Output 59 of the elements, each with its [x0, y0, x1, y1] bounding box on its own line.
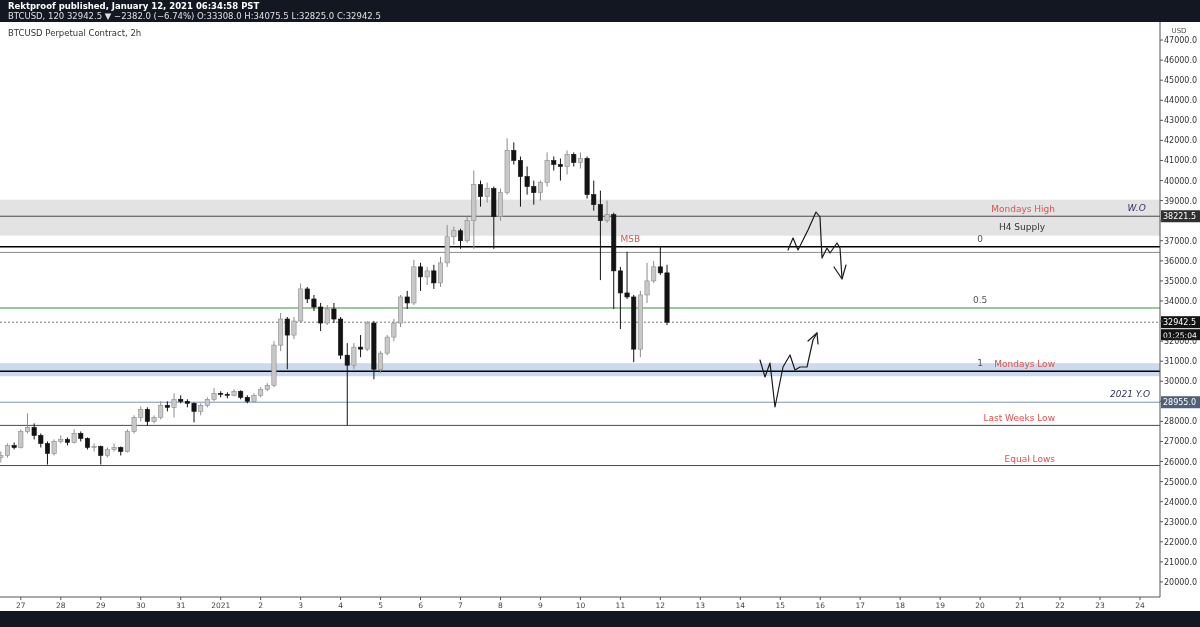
candlestick	[358, 334, 364, 358]
annotation: 0	[977, 233, 984, 244]
annotation: 28955.0	[1163, 398, 1197, 408]
y-tick-label: 42000.0	[1164, 136, 1198, 146]
annotation: W.O	[1127, 203, 1146, 214]
candlestick	[418, 262, 423, 292]
y-tick-label: 45000.0	[1164, 76, 1198, 86]
candlestick	[98, 444, 104, 466]
annotation: 1	[977, 358, 983, 369]
candlestick	[604, 200, 610, 224]
candlestick	[458, 228, 463, 250]
y-tick-label: 44000.0	[1164, 96, 1198, 106]
ref-line-label: Last Weeks Low	[983, 413, 1055, 424]
candlestick	[351, 342, 357, 370]
y-tick-label: 25000.0	[1164, 477, 1198, 487]
candlestick	[144, 406, 150, 426]
y-tick-label: 31000.0	[1164, 357, 1198, 367]
candlestick	[431, 264, 437, 290]
candlestick	[324, 304, 330, 326]
ref-line-label: Mondays Low	[994, 359, 1055, 370]
annotation: MSB	[620, 233, 641, 244]
y-tick-label: 27000.0	[1164, 437, 1198, 447]
y-tick-label: 39000.0	[1164, 196, 1198, 206]
y-tick-label: 43000.0	[1164, 116, 1198, 126]
candlestick	[91, 442, 97, 452]
y-tick-label: 34000.0	[1164, 296, 1198, 306]
y-tick-label: 47000.0	[1164, 36, 1198, 46]
ref-line-label: Equal Lows	[1004, 453, 1056, 464]
y-tick-label: 35000.0	[1164, 276, 1198, 286]
candlestick	[171, 392, 177, 418]
text: BTCUSD, 120 32942.5 ▼ −2382.0 (−6.74%) O:33308.0 H:34075.5 L:32825.0 C:32942.5	[8, 11, 381, 21]
candlestick	[564, 149, 570, 176]
candlestick	[424, 266, 430, 286]
chart-subtitle: Rektproof published, January 12, 2021 06:34:58 PST	[8, 1, 260, 11]
candlestick	[404, 290, 410, 310]
annotation: 38221.5	[1163, 212, 1197, 222]
y-tick-label: 40000.0	[1164, 176, 1198, 186]
y-tick-label: 36000.0	[1164, 256, 1198, 266]
ref-line-label: Mondays High	[991, 204, 1055, 215]
y-tick-label: 20000.0	[1164, 577, 1198, 587]
annotation: 32942.5	[1163, 318, 1197, 328]
candlestick	[284, 316, 290, 370]
y-tick-label: 46000.0	[1164, 56, 1198, 66]
y-tick-label: 41000.0	[1164, 156, 1198, 166]
y-tick-label: 21000.0	[1164, 557, 1198, 567]
y-tick-label: 23000.0	[1164, 517, 1198, 527]
y-tick-label: 28000.0	[1164, 417, 1198, 427]
y-tick-label: 37000.0	[1164, 236, 1198, 246]
y-tick-label: 24000.0	[1164, 497, 1198, 507]
band-label: H4 Supply	[998, 221, 1046, 232]
candlestick	[484, 182, 490, 204]
y-tick-label: 22000.0	[1164, 537, 1198, 547]
annotation: 0.5	[972, 294, 988, 305]
annotation: 2021 Y.O	[1109, 389, 1151, 400]
y-tick-label: 32000.0	[1164, 337, 1198, 347]
text: BTCUSD Perpetual Contract, 2h	[8, 28, 142, 38]
y-tick-label: 26000.0	[1164, 457, 1198, 467]
candlestick	[478, 180, 483, 208]
y-tick-label: 30000.0	[1164, 377, 1198, 387]
